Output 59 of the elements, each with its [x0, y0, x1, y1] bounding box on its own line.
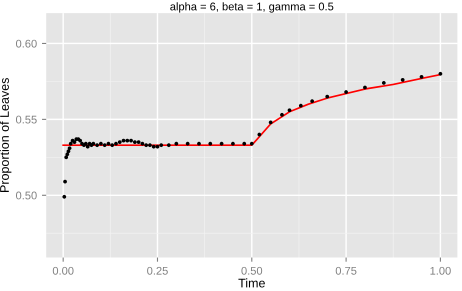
point — [298, 104, 303, 108]
chart-title: alpha = 6, beta = 1, gamma = 0.5 — [170, 2, 334, 13]
x-tick-label: 1.00 — [430, 266, 451, 275]
point — [132, 140, 137, 144]
x-tick-label: 0.75 — [336, 266, 356, 275]
point — [420, 74, 424, 79]
point — [174, 142, 178, 146]
point — [208, 142, 212, 146]
point — [106, 142, 110, 146]
point — [102, 143, 107, 148]
point — [325, 94, 330, 98]
point — [114, 142, 118, 146]
point — [136, 140, 141, 144]
point — [144, 143, 148, 148]
point — [68, 146, 72, 150]
point — [242, 142, 246, 146]
y-tick-label: 0.55 — [16, 116, 37, 124]
point — [63, 180, 67, 184]
point — [400, 78, 405, 82]
point — [62, 194, 66, 199]
y-tick-label: 0.50 — [16, 192, 37, 200]
point — [166, 143, 171, 148]
point — [66, 149, 70, 154]
point — [86, 144, 90, 149]
point — [231, 142, 235, 146]
point — [288, 108, 292, 112]
point — [122, 138, 126, 143]
point — [257, 132, 262, 136]
point — [156, 144, 160, 149]
point — [310, 99, 314, 104]
point — [344, 90, 348, 94]
point — [110, 143, 114, 148]
point — [159, 143, 164, 148]
point — [140, 142, 144, 146]
point — [125, 138, 130, 143]
point — [363, 86, 367, 90]
x-tick-label: 0.50 — [241, 266, 262, 275]
y-tick-label: 0.60 — [16, 40, 37, 48]
point — [148, 143, 152, 148]
point — [438, 72, 442, 76]
point — [118, 140, 122, 144]
x-tick-label: 0.00 — [52, 266, 74, 275]
point — [99, 142, 103, 146]
point — [65, 152, 70, 156]
x-axis-title: Time — [238, 278, 265, 288]
point — [95, 143, 100, 148]
point — [129, 138, 133, 143]
point — [68, 142, 73, 146]
point — [197, 142, 201, 146]
y-axis-title: Proportion of Leaves — [0, 78, 12, 192]
point — [152, 144, 156, 149]
point — [268, 120, 273, 124]
point — [220, 142, 224, 146]
x-tick-label: 0.25 — [147, 266, 168, 275]
point — [382, 81, 386, 85]
point — [186, 142, 190, 146]
point — [250, 142, 254, 146]
point — [280, 112, 284, 117]
point — [64, 155, 68, 160]
